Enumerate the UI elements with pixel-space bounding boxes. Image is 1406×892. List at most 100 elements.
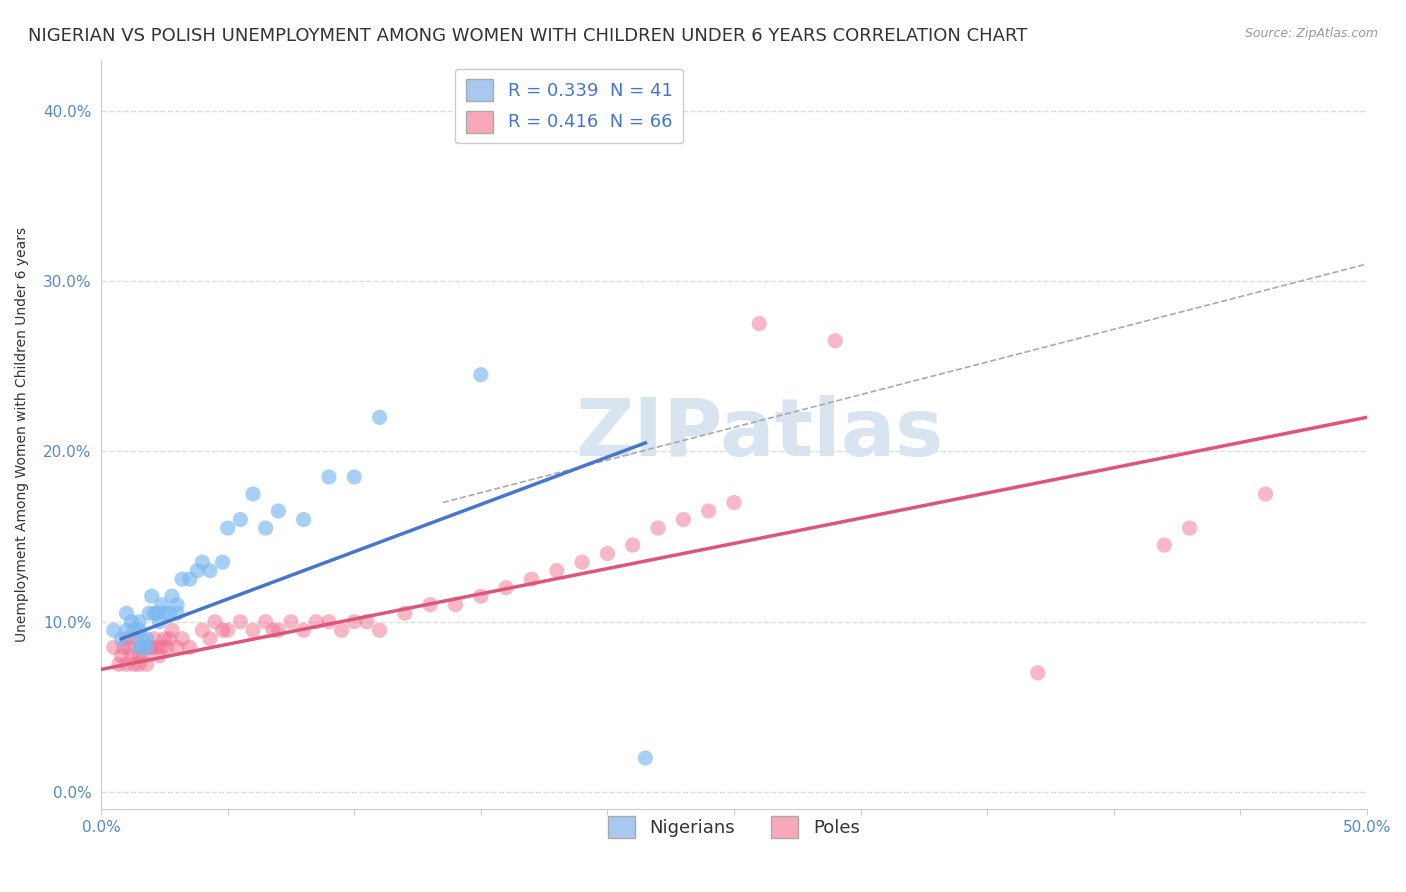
Point: [128, 657, 150, 672]
Point: [242, 487, 264, 501]
Point: [159, 632, 181, 646]
Point: [204, 615, 226, 629]
Point: [128, 624, 150, 638]
Point: [156, 640, 179, 655]
Point: [179, 640, 201, 655]
Point: [546, 564, 568, 578]
Point: [138, 640, 160, 655]
Point: [134, 648, 156, 663]
Text: ZIPatlas: ZIPatlas: [575, 395, 943, 474]
Point: [262, 624, 284, 638]
Point: [166, 598, 188, 612]
Point: [172, 572, 194, 586]
Point: [229, 615, 252, 629]
Point: [824, 334, 846, 348]
Point: [1153, 538, 1175, 552]
Point: [267, 624, 290, 638]
Point: [292, 512, 315, 526]
Point: [647, 521, 669, 535]
Point: [330, 624, 353, 638]
Point: [118, 640, 141, 655]
Point: [166, 606, 188, 620]
Point: [110, 632, 132, 646]
Point: [470, 589, 492, 603]
Text: Source: ZipAtlas.com: Source: ZipAtlas.com: [1244, 27, 1378, 40]
Point: [254, 521, 277, 535]
Point: [143, 632, 166, 646]
Text: NIGERIAN VS POLISH UNEMPLOYMENT AMONG WOMEN WITH CHILDREN UNDER 6 YEARS CORRELAT: NIGERIAN VS POLISH UNEMPLOYMENT AMONG WO…: [28, 27, 1028, 45]
Point: [150, 640, 173, 655]
Point: [160, 589, 183, 603]
Point: [141, 640, 163, 655]
Point: [242, 624, 264, 638]
Point: [160, 624, 183, 638]
Point: [723, 495, 745, 509]
Point: [135, 657, 157, 672]
Point: [292, 624, 315, 638]
Point: [135, 632, 157, 646]
Point: [153, 606, 176, 620]
Point: [179, 572, 201, 586]
Point: [186, 564, 208, 578]
Point: [267, 504, 290, 518]
Point: [122, 624, 145, 638]
Point: [134, 640, 156, 655]
Point: [571, 555, 593, 569]
Point: [419, 598, 441, 612]
Point: [166, 640, 188, 655]
Point: [103, 640, 125, 655]
Point: [1254, 487, 1277, 501]
Point: [146, 640, 169, 655]
Point: [110, 648, 132, 663]
Point: [148, 648, 170, 663]
Point: [621, 538, 644, 552]
Point: [217, 521, 239, 535]
Point: [115, 606, 138, 620]
Point: [121, 615, 143, 629]
Legend: Nigerians, Poles: Nigerians, Poles: [600, 809, 868, 845]
Point: [135, 640, 157, 655]
Point: [672, 512, 695, 526]
Point: [172, 632, 194, 646]
Y-axis label: Unemployment Among Women with Children Under 6 years: Unemployment Among Women with Children U…: [15, 227, 30, 642]
Point: [103, 624, 125, 638]
Point: [141, 589, 163, 603]
Point: [122, 657, 145, 672]
Point: [318, 615, 340, 629]
Point: [254, 615, 277, 629]
Point: [368, 624, 391, 638]
Point: [748, 317, 770, 331]
Point: [138, 606, 160, 620]
Point: [148, 615, 170, 629]
Point: [128, 615, 150, 629]
Point: [115, 624, 138, 638]
Point: [470, 368, 492, 382]
Point: [131, 640, 153, 655]
Point: [108, 657, 131, 672]
Point: [146, 606, 169, 620]
Point: [115, 632, 138, 646]
Point: [131, 632, 153, 646]
Point: [697, 504, 720, 518]
Point: [229, 512, 252, 526]
Point: [280, 615, 302, 629]
Point: [112, 640, 135, 655]
Point: [121, 648, 143, 663]
Point: [1178, 521, 1201, 535]
Point: [159, 606, 181, 620]
Point: [343, 615, 366, 629]
Point: [634, 751, 657, 765]
Point: [368, 410, 391, 425]
Point: [191, 555, 214, 569]
Point: [444, 598, 467, 612]
Point: [343, 470, 366, 484]
Point: [217, 624, 239, 638]
Point: [128, 640, 150, 655]
Point: [211, 555, 233, 569]
Point: [356, 615, 378, 629]
Point: [305, 615, 328, 629]
Point: [211, 624, 233, 638]
Point: [128, 648, 150, 663]
Point: [150, 598, 173, 612]
Point: [125, 632, 148, 646]
